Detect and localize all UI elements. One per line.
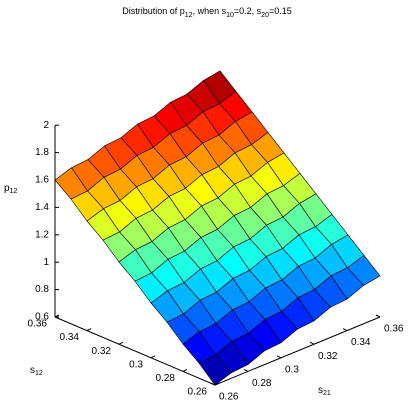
x-tick — [309, 341, 315, 345]
y-axis-label: s12 — [30, 365, 43, 378]
y-tick-label: 0.34 — [60, 332, 80, 343]
z-tick-label: 1.6 — [35, 175, 49, 186]
z-tick-label: 1.4 — [35, 202, 49, 213]
z-tick-label: 2 — [43, 120, 49, 131]
y-tick-label: 0.26 — [188, 387, 208, 398]
z-tick-label: 1 — [43, 257, 49, 268]
x-axis-label-subscript: 21 — [323, 390, 331, 397]
title-subscript: 10 — [226, 12, 234, 19]
x-tick-label: 0.34 — [351, 337, 371, 348]
y-tick — [118, 341, 124, 345]
z-tick-label: 0.6 — [35, 312, 49, 323]
title-subscript: 12 — [185, 12, 193, 19]
y-axis-label-subscript: 12 — [35, 370, 43, 377]
y-tick — [86, 328, 92, 332]
x-tick-label: 0.28 — [252, 378, 272, 389]
x-axis-label-text: s — [318, 385, 323, 396]
surface-patch — [198, 354, 232, 386]
y-tick-label: 0.3 — [129, 359, 143, 370]
y-tick — [54, 314, 60, 318]
x-tick — [243, 368, 249, 372]
x-axis-label: s21 — [318, 385, 331, 398]
x-tick — [276, 355, 282, 359]
x-axis — [214, 316, 381, 386]
y-axis-label-text: s — [30, 365, 35, 376]
z-tick-label: 1.8 — [35, 147, 49, 158]
x-tick-label: 0.26 — [219, 392, 239, 403]
x-tick-label: 0.36 — [384, 324, 404, 335]
title-text: Distribution of p — [122, 6, 185, 16]
x-tick-label: 0.32 — [318, 351, 338, 362]
title-text: , when s — [193, 6, 227, 16]
z-tick-label: 1.2 — [35, 229, 49, 240]
y-tick — [182, 368, 188, 372]
y-tick-label: 0.28 — [156, 373, 176, 384]
title-text: =0.15 — [269, 6, 292, 16]
x-tick — [342, 328, 348, 332]
z-axis-label: p12 — [4, 183, 17, 196]
title-subscript: 20 — [261, 12, 269, 19]
x-tick — [210, 382, 216, 386]
z-tick-label: 0.8 — [35, 284, 49, 295]
x-tick — [375, 314, 381, 318]
y-tick-label: 0.36 — [28, 319, 48, 330]
z-axis-label-subscript: 12 — [10, 188, 18, 195]
y-tick-label: 0.32 — [92, 346, 112, 357]
x-tick-label: 0.3 — [285, 364, 299, 375]
chart-title: Distribution of p12, when s10=0.2, s20=0… — [122, 6, 292, 19]
title-text: =0.2, s — [234, 6, 262, 16]
z-axis-label-text: p — [4, 183, 10, 194]
y-tick — [150, 355, 156, 359]
y-axis — [54, 316, 216, 386]
